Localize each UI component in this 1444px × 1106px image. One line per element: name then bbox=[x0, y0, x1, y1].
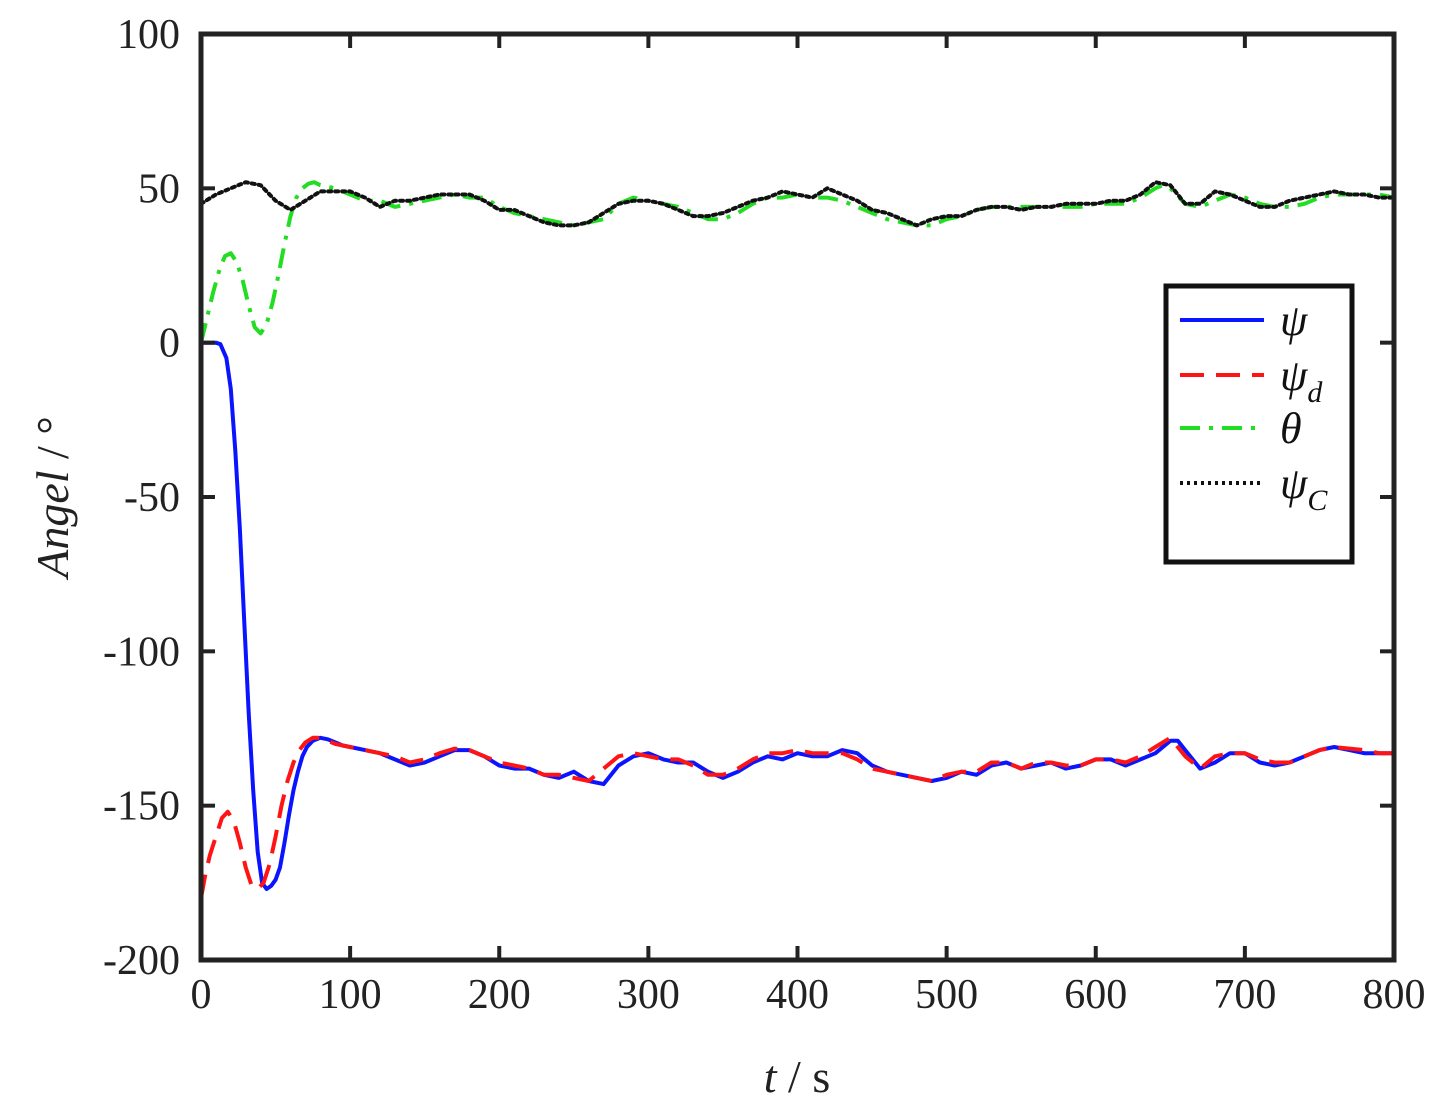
legend-label-1: ψd bbox=[1280, 351, 1323, 409]
x-tick-label: 100 bbox=[319, 972, 382, 1018]
series-layer bbox=[201, 180, 1394, 899]
y-tick-label: 100 bbox=[117, 12, 180, 58]
y-tick-label: -100 bbox=[103, 629, 180, 675]
x-tick-label: 400 bbox=[766, 972, 829, 1018]
legend-label-2: θ bbox=[1280, 404, 1302, 453]
x-tick-label: 200 bbox=[468, 972, 531, 1018]
series-line-3 bbox=[201, 180, 1394, 228]
series-line-2 bbox=[201, 180, 1394, 344]
legend: ψ ψdθ ψC bbox=[1163, 283, 1355, 565]
legend-label-3: ψC bbox=[1280, 459, 1328, 517]
x-tick-label: 0 bbox=[191, 972, 212, 1018]
y-tick-label: -50 bbox=[124, 475, 180, 521]
x-axis-title: t / s bbox=[764, 1051, 830, 1102]
x-tick-label: 800 bbox=[1363, 972, 1426, 1018]
x-tick-label: 600 bbox=[1064, 972, 1127, 1018]
y-tick-label: -200 bbox=[103, 938, 180, 984]
x-tick-label: 300 bbox=[617, 972, 680, 1018]
ticks-layer: 0 100 200 300 400 500 600 700 800100500-50-100-1… bbox=[103, 12, 1426, 1018]
x-tick-label: 700 bbox=[1213, 972, 1276, 1018]
y-tick-label: 0 bbox=[159, 321, 180, 367]
legend-box bbox=[1163, 283, 1355, 565]
y-axis-title: Angel / ° bbox=[27, 416, 78, 580]
y-tick-label: 50 bbox=[138, 166, 180, 212]
x-tick-label: 500 bbox=[915, 972, 978, 1018]
y-tick-label: -150 bbox=[103, 784, 180, 830]
series-line-1 bbox=[201, 735, 1394, 899]
legend-label-0: ψ bbox=[1280, 296, 1308, 345]
